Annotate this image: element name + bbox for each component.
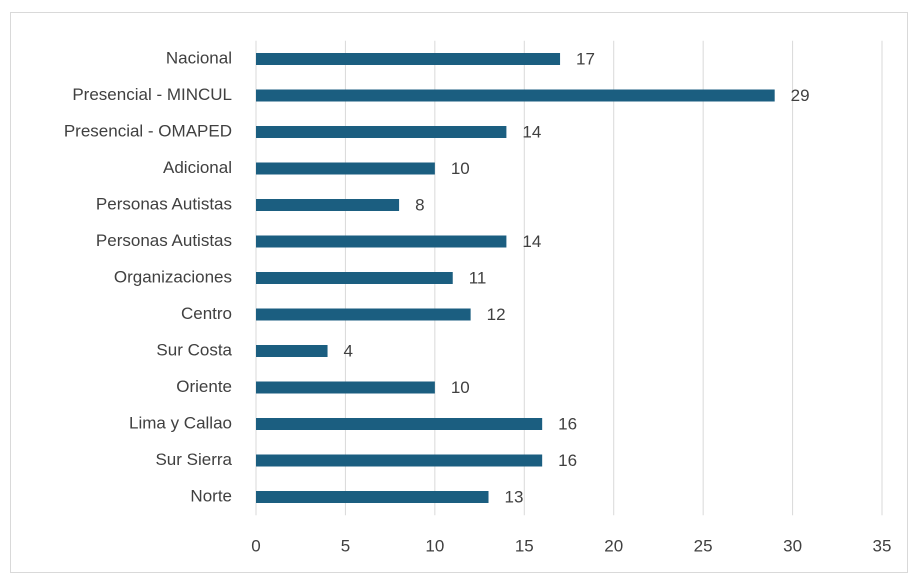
bar bbox=[256, 89, 775, 102]
bar bbox=[256, 418, 543, 430]
y-tick-label: Sur Costa bbox=[156, 340, 232, 359]
x-tick-label: 30 bbox=[783, 536, 802, 555]
bar bbox=[256, 381, 435, 394]
bar bbox=[256, 199, 400, 211]
data-label: 17 bbox=[576, 49, 595, 68]
chart-border bbox=[10, 12, 908, 573]
data-label: 8 bbox=[415, 195, 424, 214]
y-tick-label: Presencial - MINCUL bbox=[72, 85, 232, 104]
data-label: 10 bbox=[451, 159, 470, 178]
bar bbox=[256, 235, 507, 248]
y-tick-label: Norte bbox=[190, 486, 232, 505]
x-tick-label: 35 bbox=[873, 536, 892, 555]
x-tick-label: 10 bbox=[425, 536, 444, 555]
y-tick-label: Sur Sierra bbox=[155, 450, 232, 469]
y-tick-label: Presencial - OMAPED bbox=[64, 121, 232, 140]
data-label: 12 bbox=[487, 305, 506, 324]
bar bbox=[256, 162, 435, 175]
x-tick-label: 20 bbox=[604, 536, 623, 555]
data-label: 16 bbox=[558, 414, 577, 433]
x-tick-label: 0 bbox=[251, 536, 260, 555]
bar bbox=[256, 454, 543, 467]
y-tick-label: Adicional bbox=[163, 158, 232, 177]
x-tick-label: 5 bbox=[341, 536, 350, 555]
data-label: 14 bbox=[522, 122, 541, 141]
y-tick-label: Personas Autistas bbox=[96, 231, 232, 250]
data-label: 14 bbox=[522, 232, 541, 251]
data-label: 4 bbox=[344, 341, 353, 360]
data-label: 10 bbox=[451, 378, 470, 397]
bar bbox=[256, 491, 489, 503]
y-tick-label: Personas Autistas bbox=[96, 194, 232, 213]
y-tick-label: Nacional bbox=[166, 48, 232, 67]
bar bbox=[256, 53, 561, 65]
data-label: 29 bbox=[791, 86, 810, 105]
data-label: 16 bbox=[558, 451, 577, 470]
data-label: 13 bbox=[505, 487, 524, 506]
y-tick-label: Lima y Callao bbox=[129, 413, 232, 432]
bar bbox=[256, 345, 328, 357]
x-tick-label: 25 bbox=[694, 536, 713, 555]
y-tick-label: Oriente bbox=[176, 377, 232, 396]
data-label: 11 bbox=[469, 268, 487, 287]
bar bbox=[256, 308, 471, 321]
bar bbox=[256, 272, 453, 284]
y-tick-label: Centro bbox=[181, 304, 232, 323]
x-tick-label: 15 bbox=[515, 536, 534, 555]
bar bbox=[256, 126, 507, 138]
y-tick-label: Organizaciones bbox=[114, 267, 232, 286]
